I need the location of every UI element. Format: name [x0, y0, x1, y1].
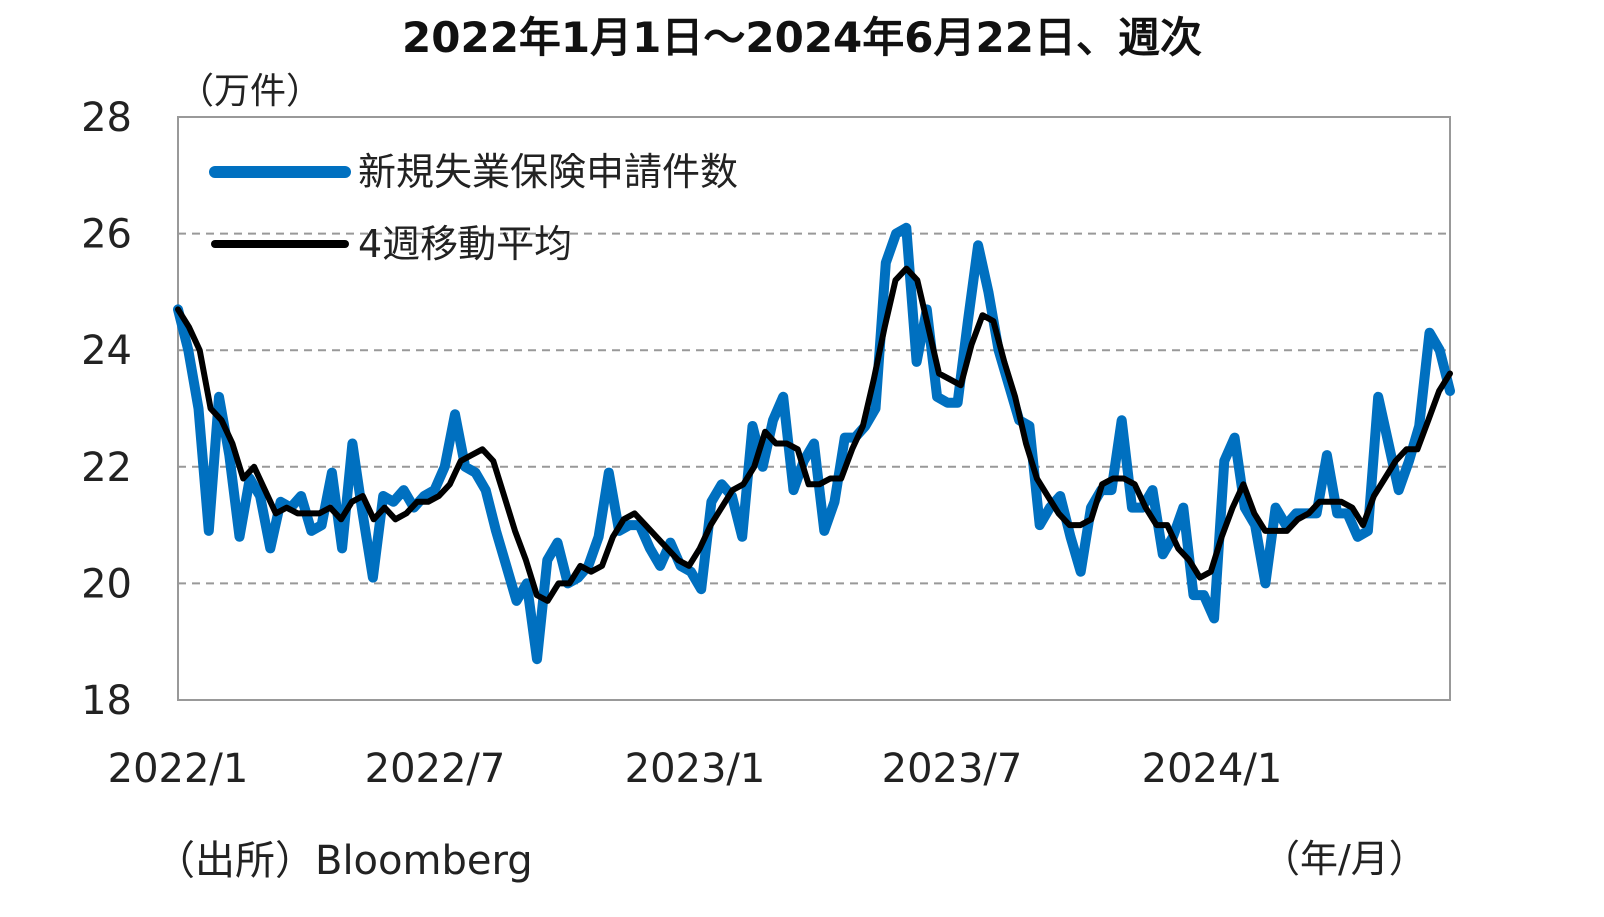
legend-label-0: 新規失業保険申請件数 — [358, 150, 738, 194]
y-tick-label: 22 — [81, 445, 132, 491]
y-tick-label: 26 — [81, 212, 132, 258]
series-line-0 — [173, 222, 1455, 665]
chart-title: 2022年1月1日～2024年6月22日、週次 — [402, 13, 1202, 62]
x-axis-unit: （年/月） — [1262, 837, 1427, 881]
source-note: （出所）Bloomberg — [155, 838, 533, 884]
y-tick-label: 18 — [81, 678, 132, 724]
x-tick-label: 2022/7 — [365, 746, 506, 792]
x-tick-label: 2024/1 — [1142, 746, 1283, 792]
y-tick-label: 20 — [81, 561, 132, 607]
x-tick-label: 2023/7 — [882, 746, 1023, 792]
plot-frame — [177, 116, 1451, 701]
x-tick-label: 2023/1 — [625, 746, 766, 792]
x-tick-label: 2022/1 — [108, 746, 249, 792]
y-tick-label: 24 — [81, 328, 132, 374]
y-axis-unit: （万件） — [178, 71, 323, 112]
series-line-1 — [175, 265, 1453, 604]
y-tick-label: 28 — [81, 95, 132, 141]
legend-label-1: 4週移動平均 — [358, 222, 572, 266]
